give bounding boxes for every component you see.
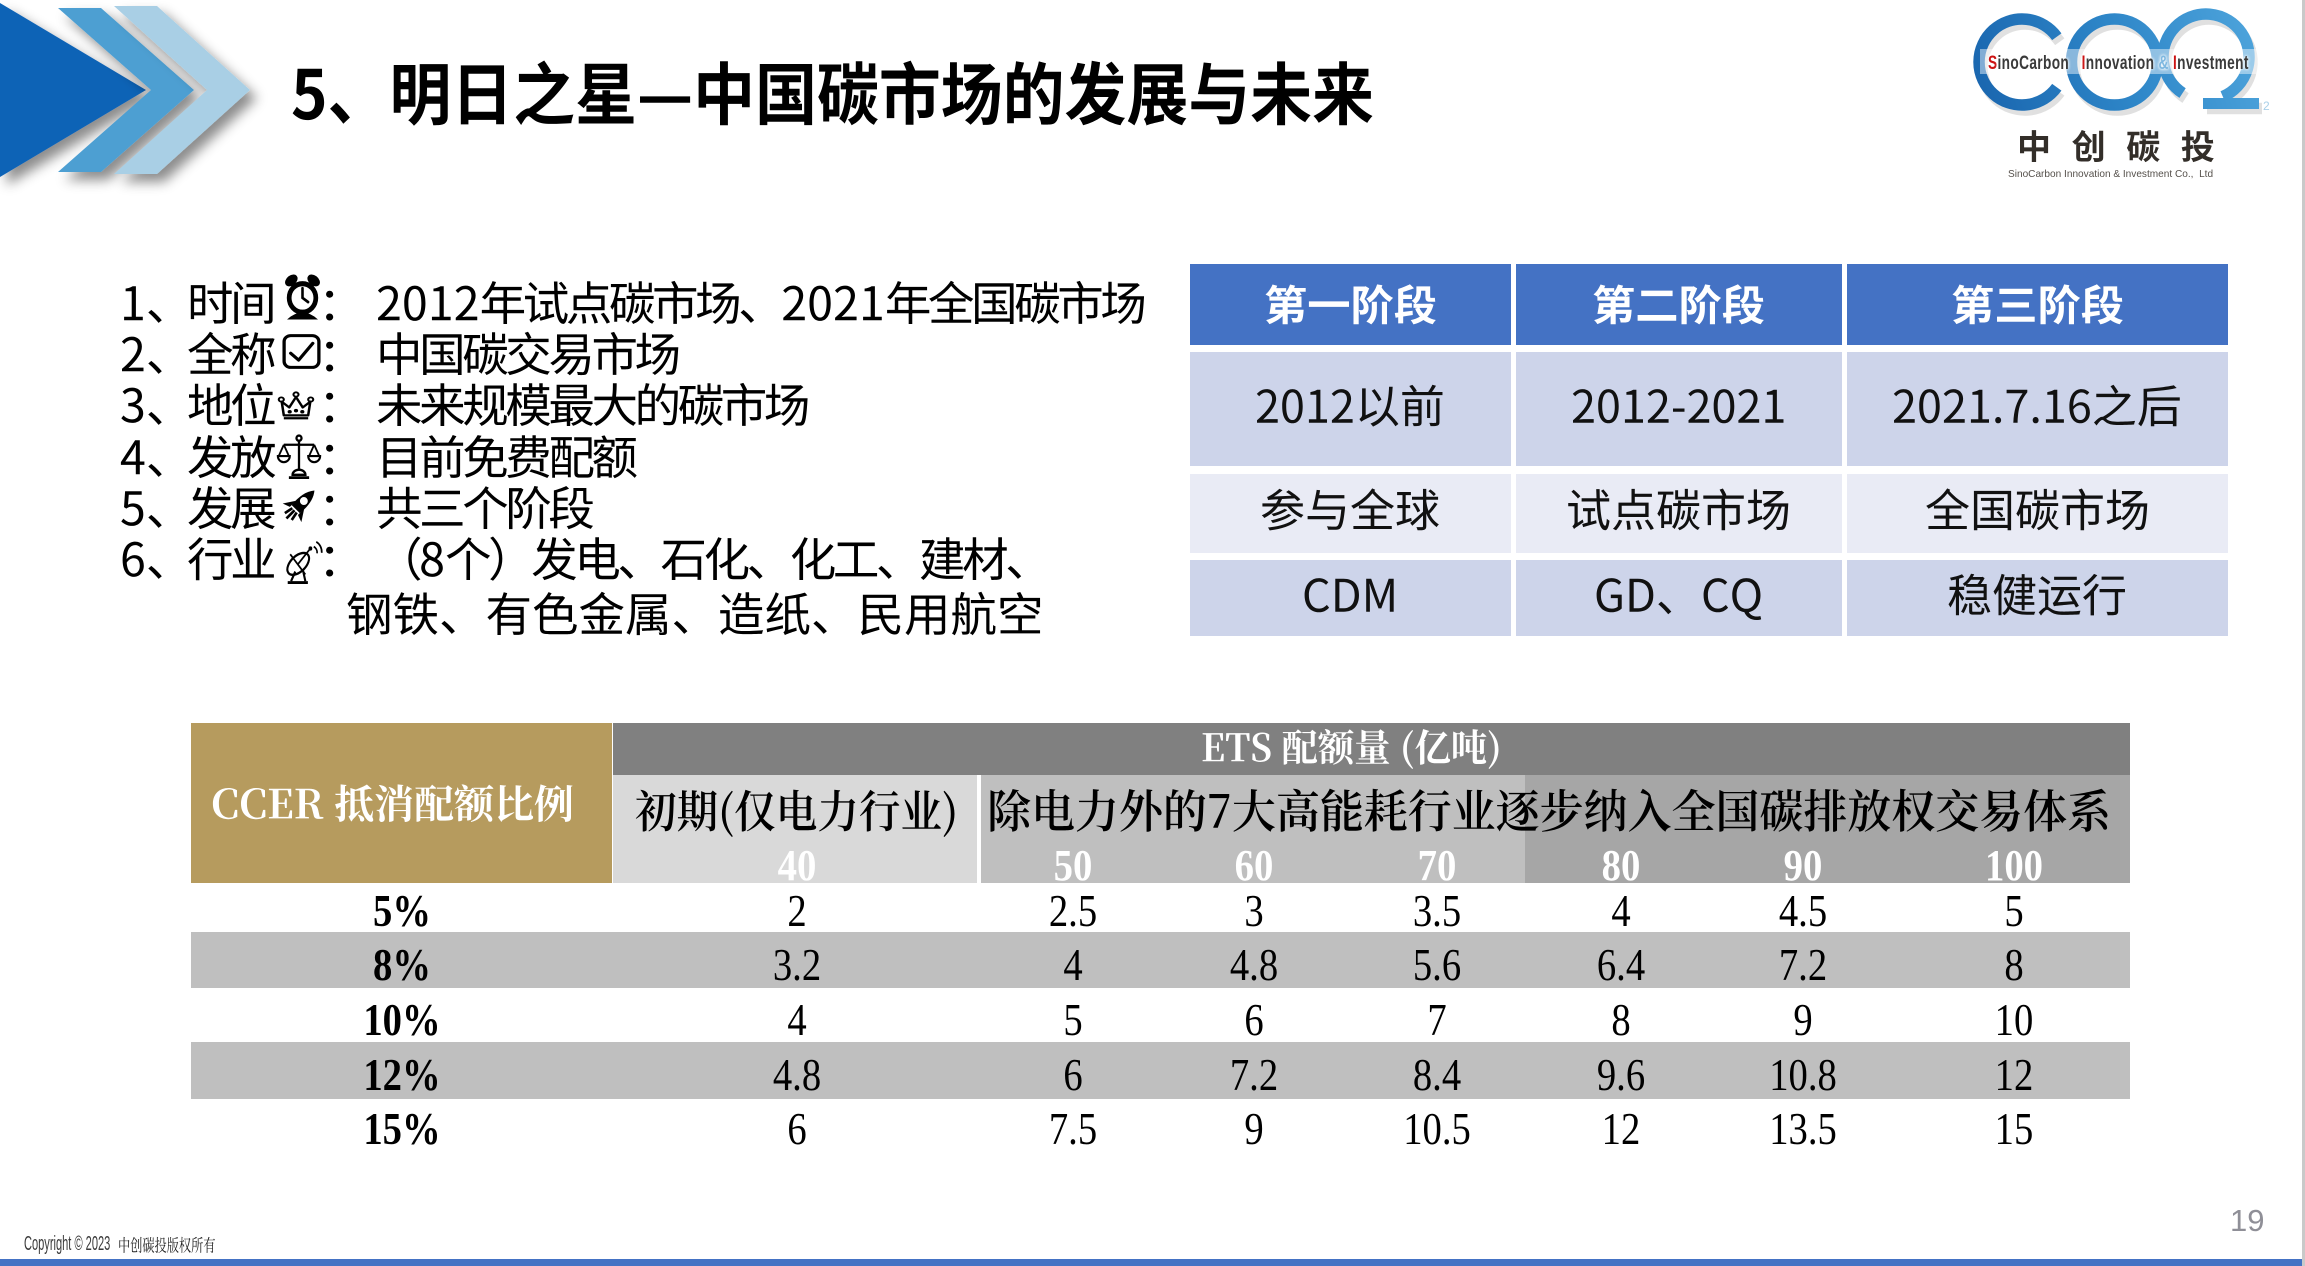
svg-text:2: 2 <box>2263 99 2270 113</box>
